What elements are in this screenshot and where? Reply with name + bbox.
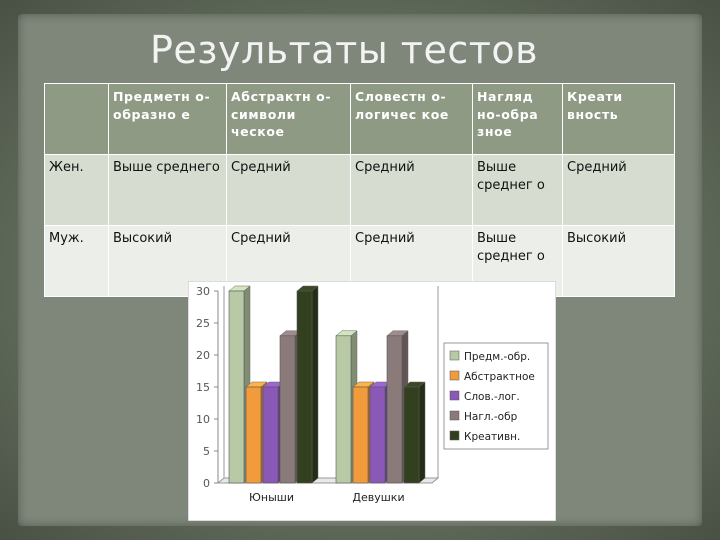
bar xyxy=(386,335,403,484)
legend-swatch xyxy=(449,370,460,381)
table-cell: Муж. xyxy=(44,225,109,297)
bar xyxy=(262,386,279,484)
legend-box xyxy=(443,342,549,450)
table-cell: Средний xyxy=(350,154,473,226)
y-tick-label: 5 xyxy=(203,445,210,458)
bar xyxy=(335,335,352,484)
table-header-cell: Предметн о-образно е xyxy=(108,83,227,155)
y-tick-label: 10 xyxy=(196,413,210,426)
table-header-row: Предметн о-образно е Абстрактн о-символи… xyxy=(44,83,675,155)
legend-swatch xyxy=(449,390,460,401)
legend-label: Слов.-лог. xyxy=(464,391,520,403)
bar xyxy=(279,335,296,484)
table-header-cell xyxy=(44,83,109,155)
results-chart: 0 5 10 15 20 25 30 Юныши Девушки Предм.-обр. Абстр… xyxy=(188,281,556,521)
bar xyxy=(228,290,245,484)
table-header-cell: Абстрактн о-символи ческое xyxy=(226,83,351,155)
table-header-cell: Словестн о-логичес кое xyxy=(350,83,473,155)
x-tick-label: Юныши xyxy=(249,491,294,504)
bar xyxy=(369,386,386,484)
bar xyxy=(352,386,369,484)
table-cell: Высокий xyxy=(108,225,227,297)
table-cell: Средний xyxy=(226,154,351,226)
results-table: Предметн о-образно е Абстрактн о-символи… xyxy=(44,83,675,297)
table-header-cell: Нагляд но-обра зное xyxy=(472,83,563,155)
bar xyxy=(403,386,420,484)
bar-side xyxy=(418,381,426,484)
x-tick-label: Девушки xyxy=(352,491,404,504)
bar-chart-svg: 0 5 10 15 20 25 30 Юныши Девушки Предм.-обр. Абстр… xyxy=(188,281,556,521)
legend-label: Нагл.-обр xyxy=(464,411,518,423)
bar xyxy=(296,290,313,484)
legend-label: Предм.-обр. xyxy=(464,351,530,363)
legend-label: Абстрактное xyxy=(464,371,535,383)
legend-swatch xyxy=(449,430,460,441)
y-tick-label: 30 xyxy=(196,285,210,298)
legend-swatch xyxy=(449,350,460,361)
table-cell: Выше среднего xyxy=(108,154,227,226)
bar-side xyxy=(311,285,319,484)
bar xyxy=(245,386,262,484)
table-cell: Выше среднег о xyxy=(472,154,563,226)
table-row: Жен. Выше среднего Средний Средний Выше … xyxy=(44,154,675,226)
y-tick-label: 25 xyxy=(196,317,210,330)
y-tick-label: 0 xyxy=(203,477,210,490)
table-header-cell: Креати вность xyxy=(562,83,675,155)
y-tick-label: 20 xyxy=(196,349,210,362)
table-cell: Средний xyxy=(562,154,675,226)
slide-title: Результаты тестов xyxy=(150,28,538,72)
table-cell: Высокий xyxy=(562,225,675,297)
legend-label: Креативн. xyxy=(464,431,520,443)
table-cell: Жен. xyxy=(44,154,109,226)
y-tick-label: 15 xyxy=(196,381,210,394)
legend-swatch xyxy=(449,410,460,421)
